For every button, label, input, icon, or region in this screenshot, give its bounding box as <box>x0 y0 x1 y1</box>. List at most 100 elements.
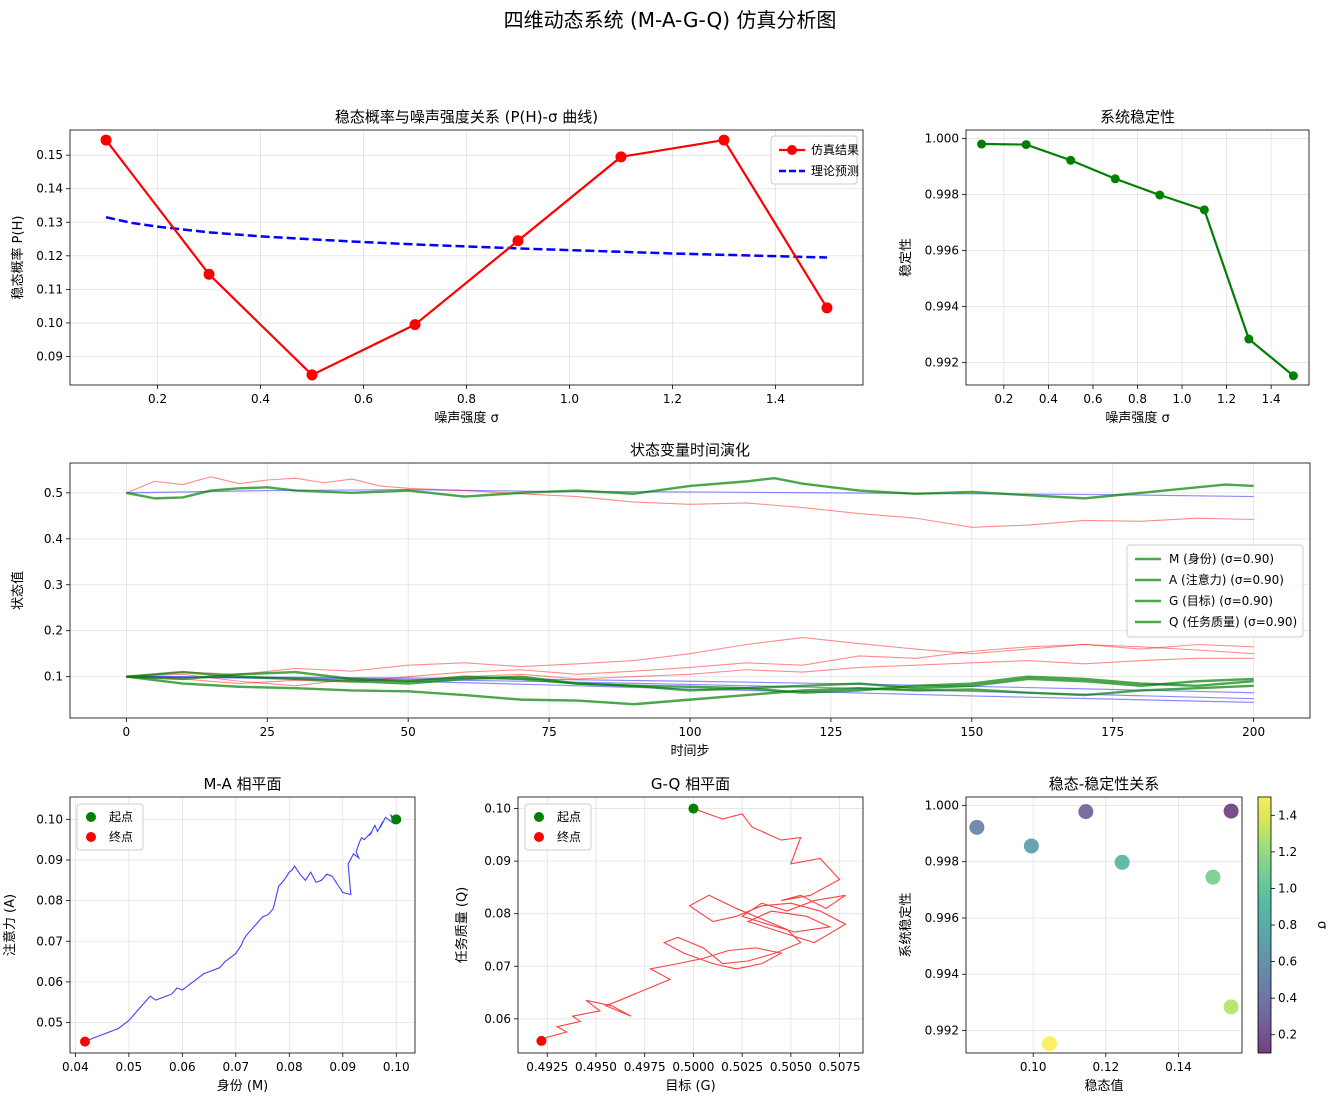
colorbar-tick-label-3: 0.8 <box>1278 918 1297 932</box>
stab-point-7 <box>1288 371 1298 381</box>
gq-legend-start-label: 起点 <box>557 810 581 824</box>
scatter-point-1 <box>1078 804 1094 820</box>
gq-xtick-label-2: 0.4975 <box>624 1060 666 1074</box>
evo-ylabel: 状态值 <box>10 571 26 610</box>
stab-xtick-label-3: 0.8 <box>1128 392 1147 406</box>
ph-sim-point-4 <box>512 235 524 247</box>
scatter-point-7 <box>1042 1036 1058 1052</box>
ph-xlabel: 噪声强度 σ <box>434 410 498 426</box>
stab-ytick-label-3: 0.998 <box>925 187 959 201</box>
evo-series-4 <box>126 476 1254 528</box>
ph-sim-point-2 <box>306 369 318 381</box>
ph-axes: 0.2 0.4 0.6 0.8 1.0 1.2 1.4 0.09 0.10 0.11 0.12 0.1… <box>10 108 864 426</box>
scatter-point-5 <box>1205 869 1221 885</box>
evo-ytick-label-3: 0.4 <box>44 532 63 546</box>
evo-ytick-label-2: 0.3 <box>44 578 63 592</box>
evo-series-10 <box>126 675 1254 706</box>
stab-point-4 <box>1155 190 1165 200</box>
gq-start-point <box>688 803 699 814</box>
gq-ytick-label-3: 0.09 <box>484 854 511 868</box>
gq-ylabel: 任务质量 (Q) <box>454 887 470 964</box>
ma-xtick-label-5: 0.09 <box>329 1060 356 1074</box>
scatter-point-0 <box>1223 803 1239 819</box>
ph-sim-point-0 <box>100 134 112 146</box>
ph-ylabel: 稳态概率 P(H) <box>10 216 26 300</box>
evo-series-6 <box>126 643 1254 685</box>
colorbar-tick-label-5: 1.2 <box>1278 845 1297 859</box>
ma-start-point <box>391 814 402 825</box>
scatter-axes: 0.10 0.12 0.14 0.992 0.994 0.996 0.998 1.000 稳态-… <box>898 775 1329 1094</box>
gq-frame <box>517 796 864 1054</box>
stab-xtick-label-6: 1.4 <box>1262 392 1281 406</box>
ma-legend-start-label: 起点 <box>109 810 133 824</box>
stab-xtick-label-1: 0.4 <box>1039 392 1058 406</box>
ph-ytick-label-5: 0.14 <box>36 182 63 196</box>
plots-layer: 0.2 0.4 0.6 0.8 1.0 1.2 1.40.090.100.110.120.1… <box>2 108 1329 1094</box>
scatter-point-3 <box>1023 838 1039 854</box>
ma-ytick-label-2: 0.07 <box>36 934 63 948</box>
ma-xtick-label-3: 0.07 <box>222 1060 249 1074</box>
evo-series-5 <box>126 637 1254 678</box>
ph-ytick-label-6: 0.15 <box>36 148 63 162</box>
colorbar-tick-label-6: 1.4 <box>1278 808 1297 822</box>
ph-legend-sim-marker <box>787 145 797 155</box>
ph-ytick-label-0: 0.09 <box>36 349 63 363</box>
ph-sim-point-6 <box>718 134 730 146</box>
stab-ytick-label-2: 0.996 <box>925 243 959 257</box>
stab-ytick-label-1: 0.994 <box>925 300 959 314</box>
stab-xtick-label-4: 1.0 <box>1172 392 1191 406</box>
evo-frame <box>69 462 1311 719</box>
stab-xlabel: 噪声强度 σ <box>1105 410 1169 426</box>
ma-trajectory <box>84 813 397 1043</box>
ph-legend-theory-label: 理论预测 <box>811 164 859 178</box>
evo-series-11 <box>126 670 1254 694</box>
ph-sim-point-3 <box>409 319 421 331</box>
evo-legend-box <box>1126 544 1304 638</box>
gq-xtick-label-4: 0.5025 <box>721 1060 763 1074</box>
ph-xtick-label-4: 1.0 <box>560 392 579 406</box>
ph-sim-point-7 <box>821 302 833 314</box>
ma-legend-end-label: 终点 <box>109 829 133 844</box>
ph-legend-sim-label: 仿真结果 <box>811 143 859 157</box>
stab-point-1 <box>1021 140 1031 150</box>
ph-sim-point-5 <box>615 151 627 163</box>
gq-ytick-label-4: 0.10 <box>484 802 511 816</box>
ma-xtick-label-4: 0.08 <box>276 1060 303 1074</box>
ma-xtick-label-6: 0.10 <box>383 1060 410 1074</box>
gq-ytick-label-2: 0.08 <box>484 907 511 921</box>
evo-legend-label-1: A (注意力) (σ=0.90) <box>1169 572 1284 587</box>
stab-point-3 <box>1110 174 1120 184</box>
gq-legend-start-marker <box>534 812 544 822</box>
ph-xtick-label-2: 0.6 <box>354 392 373 406</box>
evo-legend-label-2: G (目标) (σ=0.90) <box>1169 594 1273 608</box>
evo-series-3 <box>126 676 1254 694</box>
ph-ytick-label-4: 0.13 <box>36 215 63 229</box>
scatter-ytick-label-1: 0.994 <box>925 967 959 981</box>
ph-frame <box>69 129 864 386</box>
evo-xtick-label-7: 175 <box>1101 725 1124 739</box>
gq-xlabel: 目标 (G) <box>665 1079 715 1094</box>
evo-series-9 <box>126 670 1254 690</box>
stab-axes: 0.2 0.4 0.6 0.8 1.0 1.2 1.4 0.992 0.994 0.996 0.99… <box>898 108 1310 426</box>
scatter-ytick-label-0: 0.992 <box>925 1023 959 1037</box>
evo-legend-label-0: M (身份) (σ=0.90) <box>1169 551 1274 566</box>
ma-ytick-label-0: 0.05 <box>36 1016 63 1030</box>
scatter-xtick-label-1: 0.12 <box>1092 1060 1119 1074</box>
gq-xtick-label-3: 0.5000 <box>672 1060 714 1074</box>
stab-title: 系统稳定性 <box>1100 108 1175 126</box>
scatter-ytick-label-4: 1.000 <box>925 798 959 812</box>
evo-xtick-label-8: 200 <box>1242 725 1265 739</box>
ma-title: M-A 相平面 <box>203 775 281 793</box>
scatter-point-4 <box>1114 854 1130 870</box>
ma-end-point <box>79 1036 90 1047</box>
evo-xtick-label-1: 25 <box>260 725 275 739</box>
colorbar-label: σ <box>1314 921 1329 929</box>
evo-xtick-label-2: 50 <box>401 725 416 739</box>
evo-xtick-label-6: 150 <box>960 725 983 739</box>
colorbar-tick-label-1: 0.4 <box>1278 991 1297 1005</box>
stab-xtick-label-5: 1.2 <box>1217 392 1236 406</box>
scatter-xtick-label-2: 0.14 <box>1165 1060 1192 1074</box>
gq-legend-end-label: 终点 <box>557 829 581 844</box>
evo-xtick-label-4: 100 <box>679 725 702 739</box>
evo-xlabel: 时间步 <box>670 744 709 759</box>
